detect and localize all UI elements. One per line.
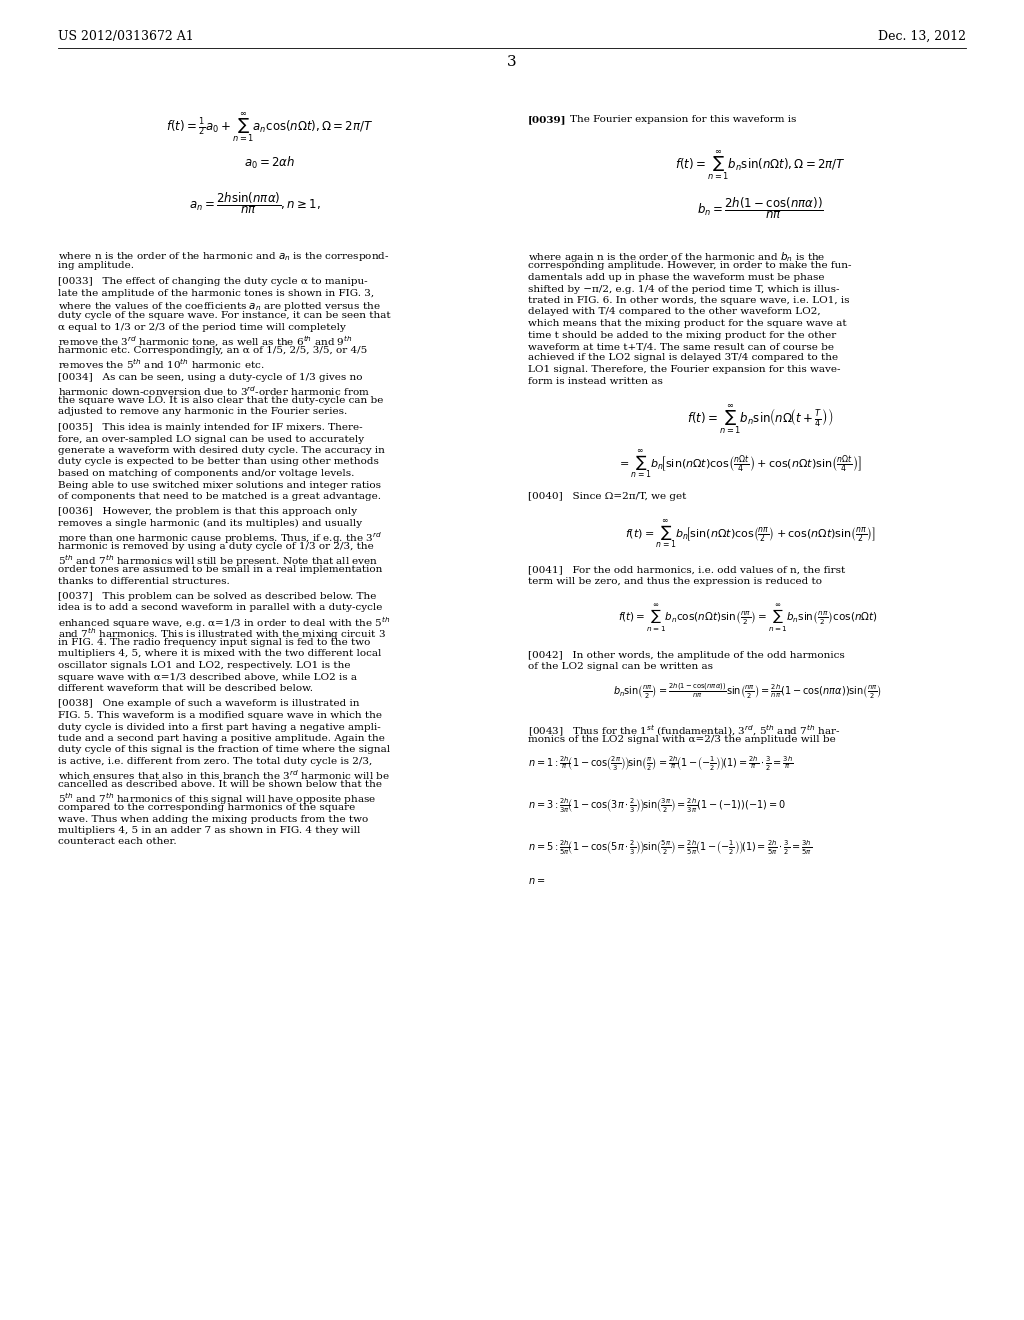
Text: of the LO2 signal can be written as: of the LO2 signal can be written as (528, 663, 713, 671)
Text: harmonic is removed by using a duty cycle of 1/3 or 2/3, the: harmonic is removed by using a duty cycl… (58, 543, 374, 550)
Text: [0033]   The effect of changing the duty cycle α to manipu-: [0033] The effect of changing the duty c… (58, 277, 368, 286)
Text: waveform at time t+T/4. The same result can of course be: waveform at time t+T/4. The same result … (528, 342, 834, 351)
Text: harmonic etc. Correspondingly, an α of 1/5, 2/5, 3/5, or 4/5: harmonic etc. Correspondingly, an α of 1… (58, 346, 368, 355)
Text: α equal to 1/3 or 2/3 of the period time will completely: α equal to 1/3 or 2/3 of the period time… (58, 323, 346, 333)
Text: which ensures that also in this branch the 3$^{rd}$ harmonic will be: which ensures that also in this branch t… (58, 768, 390, 783)
Text: compared to the corresponding harmonics of the square: compared to the corresponding harmonics … (58, 803, 355, 812)
Text: multipliers 4, 5 in an adder 7 as shown in FIG. 4 they will: multipliers 4, 5 in an adder 7 as shown … (58, 826, 360, 836)
Text: square wave with α=1/3 described above, while LO2 is a: square wave with α=1/3 described above, … (58, 672, 357, 681)
Text: based on matching of components and/or voltage levels.: based on matching of components and/or v… (58, 469, 354, 478)
Text: [0035]   This idea is mainly intended for IF mixers. There-: [0035] This idea is mainly intended for … (58, 422, 362, 432)
Text: $= \sum_{n=1}^{\infty} b_n\!\left[\sin(n\Omega t)\cos\!\left(\frac{n\Omega t}{4}: $= \sum_{n=1}^{\infty} b_n\!\left[\sin(n… (617, 447, 862, 480)
Text: removes a single harmonic (and its multiples) and usually: removes a single harmonic (and its multi… (58, 519, 362, 528)
Text: idea is to add a second waveform in parallel with a duty-cycle: idea is to add a second waveform in para… (58, 603, 382, 612)
Text: where n is the order of the harmonic and $a_n$ is the correspond-: where n is the order of the harmonic and… (58, 249, 389, 263)
Text: duty cycle is divided into a first part having a negative ampli-: duty cycle is divided into a first part … (58, 722, 381, 731)
Text: harmonic down-conversion due to 3$^{rd}$-order harmonic from: harmonic down-conversion due to 3$^{rd}$… (58, 384, 370, 399)
Text: FIG. 5. This waveform is a modified square wave in which the: FIG. 5. This waveform is a modified squa… (58, 711, 382, 719)
Text: multipliers 4, 5, where it is mixed with the two different local: multipliers 4, 5, where it is mixed with… (58, 649, 381, 659)
Text: $f(t) = \sum_{n=1}^{\infty} b_n\sin\!\left(n\Omega\!\left(t + \frac{T}{4}\right): $f(t) = \sum_{n=1}^{\infty} b_n\sin\!\le… (687, 403, 834, 436)
Text: LO1 signal. Therefore, the Fourier expansion for this wave-: LO1 signal. Therefore, the Fourier expan… (528, 366, 841, 374)
Text: and 7$^{th}$ harmonics. This is illustrated with the mixing circuit 3: and 7$^{th}$ harmonics. This is illustra… (58, 627, 386, 643)
Text: in FIG. 4. The radio frequency input signal is fed to the two: in FIG. 4. The radio frequency input sig… (58, 638, 371, 647)
Text: shifted by −π/2, e.g. 1/4 of the period time T, which is illus-: shifted by −π/2, e.g. 1/4 of the period … (528, 285, 840, 293)
Text: delayed with T/4 compared to the other waveform LO2,: delayed with T/4 compared to the other w… (528, 308, 820, 317)
Text: [0039]: [0039] (528, 115, 566, 124)
Text: $f(t) = \sum_{n=1}^{\infty} b_n\sin(n\Omega t), \Omega = 2\pi/T$: $f(t) = \sum_{n=1}^{\infty} b_n\sin(n\Om… (675, 148, 846, 182)
Text: The Fourier expansion for this waveform is: The Fourier expansion for this waveform … (570, 115, 797, 124)
Text: $b_n = \dfrac{2h(1-\cos(n\pi\alpha))}{n\pi}$: $b_n = \dfrac{2h(1-\cos(n\pi\alpha))}{n\… (696, 195, 823, 220)
Text: cancelled as described above. It will be shown below that the: cancelled as described above. It will be… (58, 780, 382, 789)
Text: $n = 3: \frac{2h}{3\pi}\!\left(1-\cos\!\left(3\pi\cdot\frac{2}{3}\right)\right)\: $n = 3: \frac{2h}{3\pi}\!\left(1-\cos\!\… (528, 796, 786, 814)
Text: 3: 3 (507, 55, 517, 69)
Text: different waveform that will be described below.: different waveform that will be describe… (58, 684, 313, 693)
Text: ing amplitude.: ing amplitude. (58, 261, 134, 271)
Text: more than one harmonic cause problems. Thus, if e.g. the 3$^{rd}$: more than one harmonic cause problems. T… (58, 531, 382, 546)
Text: oscillator signals LO1 and LO2, respectively. LO1 is the: oscillator signals LO1 and LO2, respecti… (58, 661, 350, 671)
Text: $a_n = \dfrac{2h\sin(n\pi\alpha)}{n\pi}, n \geq 1,$: $a_n = \dfrac{2h\sin(n\pi\alpha)}{n\pi},… (189, 190, 321, 215)
Text: duty cycle of the square wave. For instance, it can be seen that: duty cycle of the square wave. For insta… (58, 312, 390, 321)
Text: damentals add up in phase the waveform must be phase: damentals add up in phase the waveform m… (528, 273, 824, 282)
Text: [0042]   In other words, the amplitude of the odd harmonics: [0042] In other words, the amplitude of … (528, 651, 845, 660)
Text: monics of the LO2 signal with α=2/3 the amplitude will be: monics of the LO2 signal with α=2/3 the … (528, 735, 836, 744)
Text: $a_0 = 2\alpha h$: $a_0 = 2\alpha h$ (245, 154, 296, 172)
Text: Dec. 13, 2012: Dec. 13, 2012 (878, 30, 966, 44)
Text: $f(t) = \sum_{n=1}^{\infty} b_n\cos(n\Omega t)\sin\!\left(\frac{n\pi}{2}\right) : $f(t) = \sum_{n=1}^{\infty} b_n\cos(n\Om… (618, 602, 878, 634)
Text: remove the 3$^{rd}$ harmonic tone, as well as the 6$^{th}$ and 9$^{th}$: remove the 3$^{rd}$ harmonic tone, as we… (58, 334, 352, 348)
Text: corresponding amplitude. However, in order to make the fun-: corresponding amplitude. However, in ord… (528, 261, 852, 271)
Text: the square wave LO. It is also clear that the duty-cycle can be: the square wave LO. It is also clear tha… (58, 396, 383, 405)
Text: [0036]   However, the problem is that this approach only: [0036] However, the problem is that this… (58, 507, 357, 516)
Text: form is instead written as: form is instead written as (528, 376, 663, 385)
Text: late the amplitude of the harmonic tones is shown in FIG. 3,: late the amplitude of the harmonic tones… (58, 289, 374, 297)
Text: removes the 5$^{th}$ and 10$^{th}$ harmonic etc.: removes the 5$^{th}$ and 10$^{th}$ harmo… (58, 358, 264, 371)
Text: where the values of the coefficients $a_n$ are plotted versus the: where the values of the coefficients $a_… (58, 300, 381, 313)
Text: tude and a second part having a positive amplitude. Again the: tude and a second part having a positive… (58, 734, 385, 743)
Text: of components that need to be matched is a great advantage.: of components that need to be matched is… (58, 492, 381, 502)
Text: achieved if the LO2 signal is delayed 3T/4 compared to the: achieved if the LO2 signal is delayed 3T… (528, 354, 838, 363)
Text: [0038]   One example of such a waveform is illustrated in: [0038] One example of such a waveform is… (58, 700, 359, 709)
Text: [0034]   As can be seen, using a duty-cycle of 1/3 gives no: [0034] As can be seen, using a duty-cycl… (58, 374, 362, 381)
Text: thanks to differential structures.: thanks to differential structures. (58, 577, 229, 586)
Text: term will be zero, and thus the expression is reduced to: term will be zero, and thus the expressi… (528, 577, 822, 586)
Text: fore, an over-sampled LO signal can be used to accurately: fore, an over-sampled LO signal can be u… (58, 434, 365, 444)
Text: $b_n\sin\!\left(\frac{n\pi}{2}\right) = \frac{2h(1-\cos(n\pi\alpha))}{n\pi}\sin\: $b_n\sin\!\left(\frac{n\pi}{2}\right) = … (613, 681, 883, 701)
Text: order tones are assumed to be small in a real implementation: order tones are assumed to be small in a… (58, 565, 382, 574)
Text: trated in FIG. 6. In other words, the square wave, i.e. LO1, is: trated in FIG. 6. In other words, the sq… (528, 296, 850, 305)
Text: Being able to use switched mixer solutions and integer ratios: Being able to use switched mixer solutio… (58, 480, 381, 490)
Text: time t should be added to the mixing product for the other: time t should be added to the mixing pro… (528, 330, 837, 339)
Text: [0041]   For the odd harmonics, i.e. odd values of n, the first: [0041] For the odd harmonics, i.e. odd v… (528, 565, 845, 574)
Text: [0043]   Thus for the 1$^{st}$ (fundamental), 3$^{rd}$, 5$^{th}$ and 7$^{th}$ ha: [0043] Thus for the 1$^{st}$ (fundamenta… (528, 723, 841, 739)
Text: duty cycle is expected to be better than using other methods: duty cycle is expected to be better than… (58, 458, 379, 466)
Text: $n = 1: \frac{2h}{\pi}\!\left(1-\cos\!\left(\frac{2\pi}{3}\right)\right)\!\sin\!: $n = 1: \frac{2h}{\pi}\!\left(1-\cos\!\l… (528, 755, 794, 772)
Text: 5$^{th}$ and 7$^{th}$ harmonics will still be present. Note that all even: 5$^{th}$ and 7$^{th}$ harmonics will sti… (58, 553, 379, 569)
Text: US 2012/0313672 A1: US 2012/0313672 A1 (58, 30, 194, 44)
Text: which means that the mixing product for the square wave at: which means that the mixing product for … (528, 319, 847, 327)
Text: duty cycle of this signal is the fraction of time where the signal: duty cycle of this signal is the fractio… (58, 746, 390, 755)
Text: enhanced square wave, e.g. α=1/3 in order to deal with the 5$^{th}$: enhanced square wave, e.g. α=1/3 in orde… (58, 615, 391, 631)
Text: 5$^{th}$ and 7$^{th}$ harmonics of this signal will have opposite phase: 5$^{th}$ and 7$^{th}$ harmonics of this … (58, 792, 377, 808)
Text: is active, i.e. different from zero. The total duty cycle is 2/3,: is active, i.e. different from zero. The… (58, 756, 373, 766)
Text: counteract each other.: counteract each other. (58, 837, 176, 846)
Text: [0037]   This problem can be solved as described below. The: [0037] This problem can be solved as des… (58, 591, 377, 601)
Text: where again n is the order of the harmonic and $b_n$ is the: where again n is the order of the harmon… (528, 249, 825, 264)
Text: $f(t) = \frac{1}{2}a_0 + \sum_{n=1}^{\infty} a_n\cos(n\Omega t), \Omega = 2\pi/T: $f(t) = \frac{1}{2}a_0 + \sum_{n=1}^{\in… (166, 110, 374, 144)
Text: wave. Thus when adding the mixing products from the two: wave. Thus when adding the mixing produc… (58, 814, 369, 824)
Text: adjusted to remove any harmonic in the Fourier series.: adjusted to remove any harmonic in the F… (58, 408, 347, 417)
Text: $n = $: $n = $ (528, 876, 545, 887)
Text: $n = 5: \frac{2h}{5\pi}\!\left(1-\cos\!\left(5\pi\cdot\frac{2}{3}\right)\right)\: $n = 5: \frac{2h}{5\pi}\!\left(1-\cos\!\… (528, 838, 812, 857)
Text: [0040]   Since Ω=2π/T, we get: [0040] Since Ω=2π/T, we get (528, 492, 686, 502)
Text: $f(t) = \sum_{n=1}^{\infty} b_n\!\left[\sin(n\Omega t)\cos\!\left(\frac{n\pi}{2}: $f(t) = \sum_{n=1}^{\infty} b_n\!\left[\… (625, 517, 876, 550)
Text: generate a waveform with desired duty cycle. The accuracy in: generate a waveform with desired duty cy… (58, 446, 385, 455)
